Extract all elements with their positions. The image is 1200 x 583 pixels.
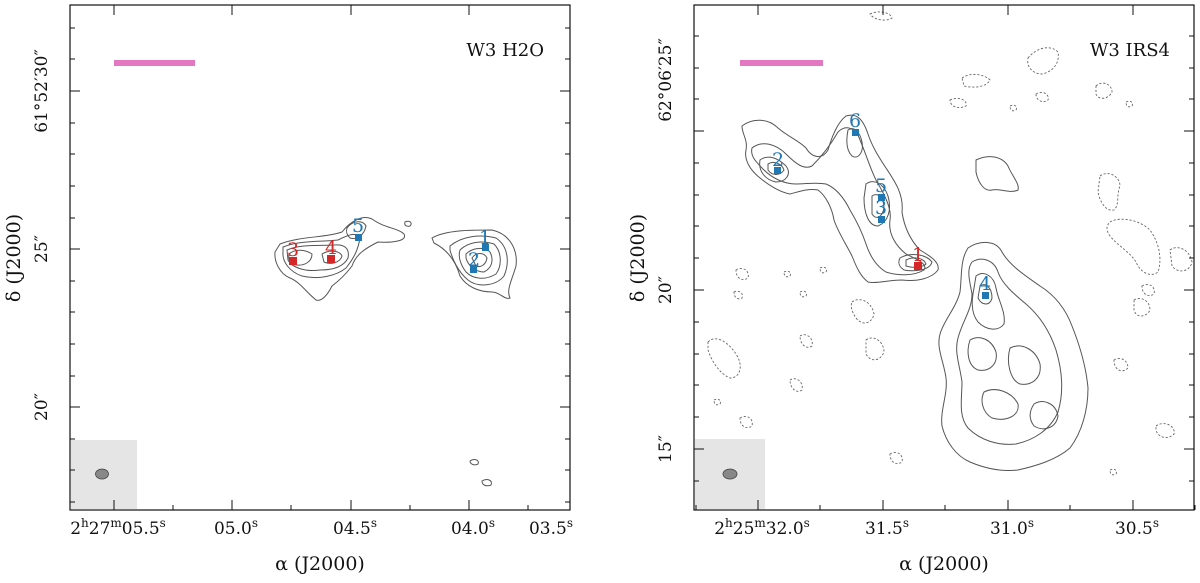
source-marker-3: [878, 216, 885, 223]
source-label-1: 1: [912, 244, 924, 266]
y-tick-label-0: 61°52′30″: [32, 49, 52, 133]
source-label-2: 2: [468, 249, 480, 271]
x-tick-label-1: 31.5s: [865, 516, 909, 539]
source-marker-1: [914, 262, 922, 270]
x-tick-label-0: 2h27m05.5s: [70, 516, 166, 539]
x-ticks: [695, 5, 1196, 510]
scale-bar: [740, 60, 823, 66]
y-tick-label-1: 25″: [32, 235, 52, 263]
panel-w3-h2o: 1 2 3 4 5: [3, 4, 573, 575]
y-ticks: [694, 35, 1194, 482]
y-axis-label: δ (J2000): [627, 214, 649, 302]
x-tick-label-3: 04.0s: [451, 516, 495, 539]
y-tick-label-2: 20″: [32, 393, 52, 421]
y-tick-label-0: 62°06′25″: [656, 38, 676, 122]
source-label-4: 4: [979, 273, 991, 295]
panel-title: W3 H2O: [466, 40, 544, 61]
source-label-2: 2: [772, 149, 784, 171]
source-marker-1: [482, 244, 489, 251]
beam-ellipse: [95, 468, 109, 480]
source-marker-6: [852, 129, 859, 136]
x-ticks: [113, 5, 529, 510]
source-marker-4: [327, 255, 335, 263]
source-marker-5: [878, 194, 885, 201]
source-label-4: 4: [325, 237, 337, 259]
beam-ellipse: [722, 468, 738, 480]
source-marker-4: [982, 292, 989, 299]
plot-frame: [69, 4, 571, 511]
y-tick-label-2: 15″: [656, 435, 676, 463]
source-label-5: 5: [875, 175, 887, 197]
source-marker-3: [289, 257, 297, 265]
plot-frame: [693, 4, 1195, 511]
source-label-6: 6: [849, 110, 861, 132]
x-tick-label-4: 03.5s: [529, 516, 573, 539]
x-tick-label-1: 05.0s: [214, 516, 258, 539]
x-tick-label-2: 04.5s: [333, 516, 377, 539]
source-label-3: 3: [875, 197, 887, 219]
panel-w3-irs4: 1 2 3 4 5 6: [627, 4, 1196, 575]
contours-lower-blob: [938, 242, 1089, 471]
y-axis-label: δ (J2000): [3, 214, 25, 302]
x-tick-label-2: 31.0s: [990, 516, 1034, 539]
x-axis-label: α (J2000): [275, 553, 365, 575]
contours-negative: [707, 11, 1193, 476]
scale-bar: [114, 60, 195, 66]
source-marker-5: [355, 234, 362, 241]
source-markers: 1 2 3 4 5 6: [772, 110, 991, 299]
panel-title: W3 IRS4: [1090, 40, 1170, 61]
source-marker-2: [774, 167, 781, 174]
x-tick-label-3: 30.5s: [1115, 516, 1159, 539]
source-label-1: 1: [479, 227, 491, 249]
y-ticks: [70, 27, 570, 503]
x-axis-label: α (J2000): [899, 553, 989, 575]
source-label-3: 3: [287, 239, 299, 261]
y-tick-label-1: 20″: [656, 276, 676, 304]
x-tick-label-0: 2h25m32.0s: [714, 516, 810, 539]
source-markers: 1 2 3 4 5: [287, 215, 491, 273]
source-marker-2: [470, 266, 477, 273]
source-label-5: 5: [352, 215, 364, 237]
